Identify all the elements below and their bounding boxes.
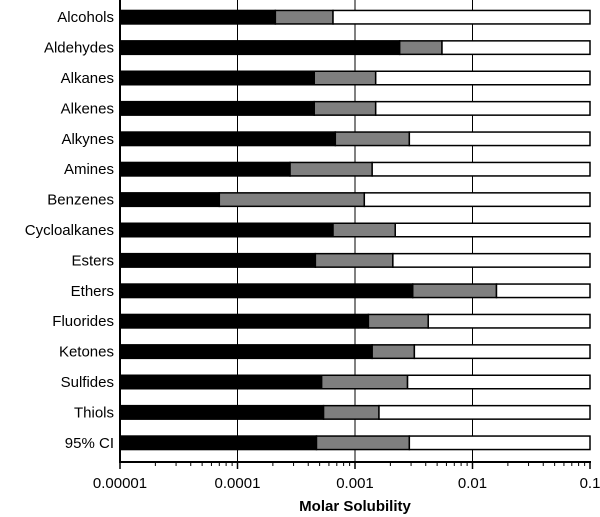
tick-label: 0.0001	[215, 475, 261, 492]
tick-label: 0.001	[336, 475, 374, 492]
bar-segment	[289, 161, 373, 177]
bar-segment	[408, 131, 591, 147]
category-label: Ethers	[71, 283, 114, 300]
bar-segment	[119, 100, 316, 116]
x-axis	[119, 0, 591, 469]
bar-segment	[119, 192, 221, 208]
category-label: Sulfides	[61, 374, 114, 391]
x-axis-title: Molar Solubility	[299, 498, 411, 515]
bar-segment	[427, 313, 591, 329]
category-label: Alcohols	[57, 9, 114, 26]
bar-segment	[119, 252, 317, 268]
category-label: Fluorides	[52, 313, 114, 330]
bar-segment	[119, 404, 325, 420]
bar-segment	[332, 9, 591, 25]
bar-segment	[274, 9, 334, 25]
bar-segment	[408, 435, 591, 451]
tick-labels: 0.00001 0.0001 0.001 0.01 0.1	[93, 475, 600, 492]
bar-segment	[371, 344, 416, 360]
category-label: Cycloalkanes	[25, 222, 114, 239]
bar-segment	[332, 222, 396, 238]
bar-segment	[392, 252, 591, 268]
tick-label: 0.1	[580, 475, 600, 492]
bar-segment	[119, 131, 337, 147]
category-label: Esters	[71, 252, 114, 269]
bar-segment	[398, 40, 443, 56]
bar-segment	[411, 283, 498, 299]
category-labels: Alcohols Aldehydes Alkanes Alkenes Alkynes Am…	[25, 9, 114, 452]
bar-segment	[119, 9, 277, 25]
bar-segment	[119, 283, 414, 299]
category-label: Amines	[64, 161, 114, 178]
tick-label: 0.01	[458, 475, 487, 492]
bar-segment	[363, 192, 591, 208]
category-label: 95% CI	[65, 435, 114, 452]
bar-segment	[406, 374, 591, 390]
bar-segment	[367, 313, 429, 329]
category-label: Alkenes	[61, 100, 114, 117]
category-label: Aldehydes	[44, 40, 114, 57]
bar-segment	[374, 70, 591, 86]
category-label: Thiols	[74, 404, 114, 421]
bar-segment	[334, 131, 411, 147]
category-label: Alkanes	[61, 70, 114, 87]
bar-segment	[322, 404, 380, 420]
bar-segment	[119, 70, 316, 86]
bar-segment	[119, 161, 291, 177]
tick-label: 0.00001	[93, 475, 147, 492]
bar-segment	[119, 222, 334, 238]
bar-segment	[119, 40, 401, 56]
bar-segment	[320, 374, 409, 390]
bar-segment	[314, 252, 394, 268]
bars	[119, 9, 591, 451]
bar-segment	[394, 222, 591, 238]
bar-segment	[371, 161, 591, 177]
bar-segment	[313, 100, 377, 116]
bar-segment	[441, 40, 591, 56]
category-label: Alkynes	[61, 131, 114, 148]
bar-segment	[313, 70, 377, 86]
bar-segment	[413, 344, 591, 360]
bar-segment	[374, 100, 591, 116]
category-label: Ketones	[59, 344, 114, 361]
bar-segment	[119, 435, 318, 451]
bar-segment	[218, 192, 366, 208]
bar-segment	[119, 313, 370, 329]
bar-segment	[315, 435, 411, 451]
bar-segment	[119, 374, 323, 390]
bar-segment	[119, 344, 373, 360]
category-label: Benzenes	[47, 192, 114, 209]
bar-segment	[378, 404, 591, 420]
bar-segment	[495, 283, 591, 299]
